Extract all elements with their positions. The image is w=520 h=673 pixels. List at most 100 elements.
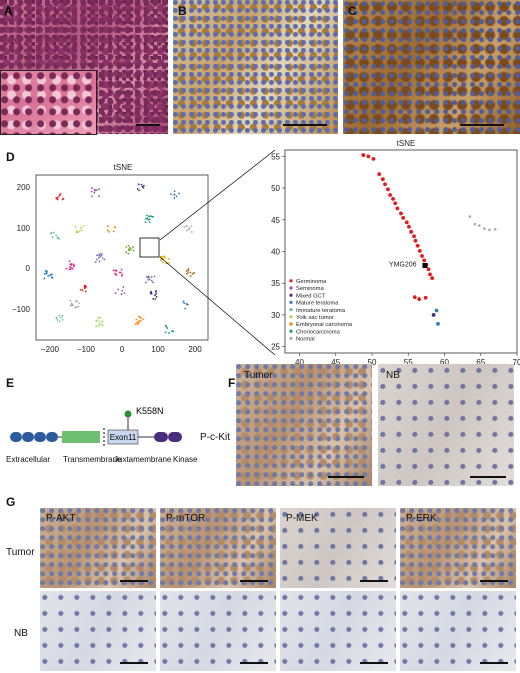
scale-bar: [240, 662, 268, 664]
panel-g-perk-tumor: [400, 508, 516, 588]
panel-f-nb-image: [378, 364, 514, 486]
tsne-point: [114, 292, 117, 294]
tsne-point: [140, 316, 143, 319]
tsne-point: [155, 292, 158, 295]
scatter-point: [395, 206, 400, 211]
tsne-left-title: tSNE: [114, 163, 133, 172]
tsne-point: [83, 284, 86, 287]
tsne-point: [47, 275, 50, 277]
tsne-point: [189, 275, 192, 278]
tsne-point: [154, 294, 156, 297]
tsne-point: [71, 303, 74, 306]
tsne-right-title: tSNE: [397, 140, 416, 148]
scatter-point: [401, 215, 406, 220]
tsne-point: [148, 215, 151, 218]
tsne-point: [93, 191, 96, 194]
tsne-point: [98, 260, 101, 263]
tsne-point: [136, 323, 139, 325]
domain-label-extracellular: Extracellular: [6, 455, 51, 464]
tsne-left-frame: [35, 174, 209, 341]
panel-g-col-label: P-AKT: [46, 513, 76, 524]
ig-domain: [46, 432, 58, 442]
tsne-point: [138, 315, 140, 318]
legend-marker: [289, 336, 293, 340]
tsne-point: [96, 254, 98, 257]
panel-g-label: G: [6, 495, 16, 509]
tsne-point: [138, 321, 140, 324]
ytick-label: −100: [12, 305, 31, 314]
scatter-point: [412, 295, 417, 300]
tsne-point: [150, 276, 153, 278]
ytick-label: 200: [17, 183, 31, 192]
tsne-point: [146, 217, 149, 220]
tsne-point: [185, 229, 188, 232]
tsne-left-xticks: −200 −100 0 100 200: [41, 345, 202, 354]
tsne-left-clusters: [43, 183, 196, 334]
panel-g-pakt-tumor: [40, 508, 156, 588]
scale-bar: [240, 580, 268, 582]
tsne-point: [75, 299, 78, 302]
tsne-point: [134, 323, 137, 326]
scatter-point: [483, 227, 486, 230]
tsne-point: [114, 226, 116, 228]
exon11-label: Exon11: [110, 433, 137, 442]
tsne-point: [183, 302, 186, 305]
tsne-point: [152, 298, 155, 300]
panel-f-col-label-tumor: Tumor: [244, 370, 273, 381]
tsne-point: [137, 183, 140, 186]
tsne-point: [58, 195, 61, 197]
scatter-point: [426, 267, 431, 272]
tsne-point: [142, 184, 145, 187]
scatter-point: [422, 258, 427, 263]
scale-bar: [360, 580, 388, 582]
tsne-point: [121, 273, 124, 276]
tsne-point: [61, 314, 64, 317]
tsne-point: [112, 230, 115, 233]
tsne-point: [43, 273, 46, 275]
tsne-point: [138, 189, 141, 192]
tsne-point: [175, 195, 178, 198]
tsne-point: [55, 316, 58, 319]
tsne-point: [190, 225, 193, 228]
xtick-label: 70: [513, 358, 520, 367]
scatter-point: [430, 276, 435, 281]
tsne-point: [140, 183, 143, 186]
xtick-label: 0: [120, 345, 125, 354]
tsne-point: [128, 246, 131, 249]
tsne-point: [69, 299, 72, 302]
mutation-label: K558N: [136, 406, 164, 416]
tsne-point: [136, 188, 139, 190]
tsne-point: [171, 330, 173, 333]
tsne-point: [59, 193, 61, 196]
ytick-label: 25: [271, 343, 280, 352]
legend-marker: [289, 308, 293, 312]
tsne-point: [80, 229, 83, 232]
legend-label: Seminoma: [296, 286, 324, 292]
tsne-point: [71, 267, 74, 270]
ytick-label: 100: [17, 224, 31, 233]
scatter-point: [420, 254, 424, 258]
tsne-point: [125, 251, 127, 254]
tsne-point: [98, 188, 101, 191]
tsne-point: [69, 268, 72, 271]
tsne-point: [115, 273, 118, 276]
ig-domain: [22, 432, 34, 442]
tsne-point: [164, 331, 167, 334]
panel-b-ihc-image: [173, 0, 338, 134]
tsne-point: [96, 319, 99, 322]
panel-b-label: B: [178, 4, 187, 18]
legend-marker: [289, 315, 293, 319]
tsne-point: [58, 314, 61, 317]
tsne-point: [52, 231, 55, 234]
tsne-point: [61, 318, 64, 321]
scale-bar: [328, 476, 364, 478]
tsne-point: [75, 229, 78, 232]
tsne-point: [136, 321, 138, 324]
tsne-point: [70, 267, 73, 269]
scatter-point: [388, 193, 393, 197]
tsne-point: [187, 271, 189, 274]
tsne-point: [95, 258, 98, 261]
scatter-point: [386, 187, 390, 192]
tsne-point: [185, 270, 188, 272]
tsne-point: [182, 300, 185, 303]
